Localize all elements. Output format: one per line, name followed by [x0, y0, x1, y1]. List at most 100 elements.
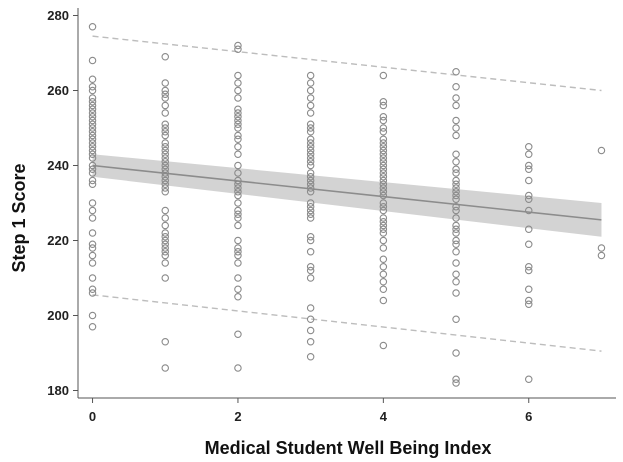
data-point	[88, 251, 97, 260]
data-point	[379, 262, 388, 271]
data-point	[306, 158, 315, 166]
data-point	[161, 79, 169, 87]
data-point	[88, 22, 97, 31]
data-point	[234, 206, 242, 215]
data-point	[161, 233, 169, 241]
data-point	[379, 154, 388, 162]
data-point	[379, 116, 388, 125]
data-point	[88, 240, 97, 249]
data-point	[379, 277, 388, 286]
data-point	[379, 173, 388, 181]
data-point	[234, 94, 242, 102]
data-point	[379, 191, 388, 200]
data-point	[161, 52, 169, 61]
data-point	[88, 116, 97, 125]
data-point	[234, 214, 242, 222]
data-point	[452, 240, 460, 249]
data-point	[306, 101, 315, 110]
data-point	[161, 229, 169, 237]
data-point	[379, 158, 388, 166]
data-point	[88, 98, 97, 106]
data-point	[452, 221, 460, 230]
data-point	[88, 322, 97, 331]
data-point	[234, 45, 242, 53]
data-point	[234, 244, 242, 252]
data-point	[88, 135, 97, 144]
data-point	[234, 221, 242, 230]
data-point	[234, 86, 242, 95]
data-point	[379, 165, 388, 174]
data-point	[525, 266, 533, 275]
data-point	[161, 101, 169, 110]
data-point	[525, 143, 533, 151]
data-point	[88, 146, 97, 155]
data-point	[234, 109, 242, 117]
data-point	[88, 86, 97, 95]
data-point	[597, 251, 606, 260]
data-point	[379, 146, 388, 155]
data-point	[306, 176, 315, 185]
data-point	[379, 71, 388, 80]
x-tick-label: 2	[234, 409, 241, 424]
data-point	[161, 251, 169, 260]
data-point	[88, 131, 97, 140]
data-point	[525, 240, 533, 249]
data-point	[88, 180, 97, 189]
data-point	[379, 341, 388, 350]
y-tick-label: 200	[47, 308, 69, 323]
data-point	[306, 150, 315, 159]
data-point	[234, 71, 242, 80]
data-point	[452, 259, 460, 267]
data-point	[88, 206, 97, 215]
x-tick-label: 0	[89, 409, 96, 424]
data-point	[306, 315, 315, 323]
data-point	[306, 266, 315, 275]
data-point	[234, 113, 242, 121]
data-point	[88, 139, 97, 147]
data-point	[234, 251, 242, 260]
x-tick-label: 4	[380, 409, 388, 424]
prediction-upper-line	[92, 35, 602, 92]
data-point	[452, 180, 460, 189]
data-point	[88, 113, 97, 121]
data-point	[452, 379, 460, 387]
data-point	[234, 135, 242, 144]
data-point	[452, 289, 460, 297]
data-point	[234, 285, 242, 293]
data-point	[234, 169, 242, 177]
data-point	[88, 176, 97, 185]
data-point	[306, 304, 315, 312]
data-point	[88, 229, 97, 237]
data-point	[234, 259, 242, 267]
y-tick-label: 280	[47, 8, 69, 23]
data-point	[88, 274, 97, 282]
data-point	[161, 169, 169, 177]
data-point	[161, 124, 169, 132]
data-point	[161, 214, 169, 222]
data-point	[452, 214, 460, 222]
data-point	[234, 116, 242, 125]
data-point	[88, 128, 97, 136]
plot-area	[78, 8, 616, 398]
data-point	[88, 311, 97, 320]
data-point	[88, 150, 97, 159]
data-point	[379, 285, 388, 293]
data-point	[379, 101, 388, 110]
data-point	[379, 218, 388, 226]
data-point	[234, 199, 242, 207]
data-point	[306, 206, 315, 215]
data-point	[597, 146, 606, 155]
data-point	[525, 225, 533, 234]
data-point	[452, 131, 460, 140]
data-point	[306, 173, 315, 181]
data-point	[161, 236, 169, 245]
data-point	[88, 101, 97, 110]
data-point	[161, 364, 169, 372]
data-point	[161, 206, 169, 215]
data-point	[525, 300, 533, 308]
data-point	[88, 154, 97, 162]
data-point	[306, 154, 315, 162]
data-point	[452, 116, 460, 125]
data-point	[306, 262, 315, 271]
